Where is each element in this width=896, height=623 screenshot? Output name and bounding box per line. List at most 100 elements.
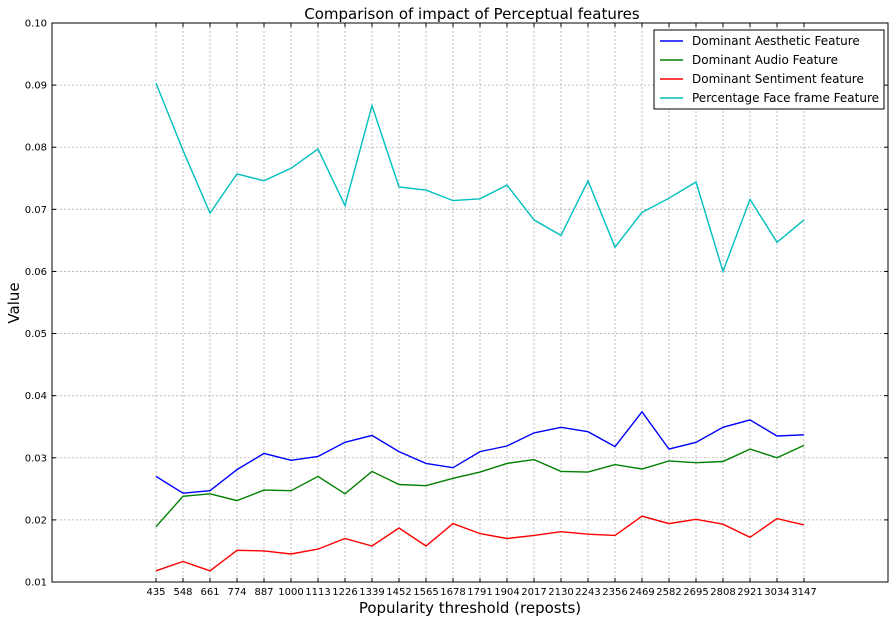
series-1-point: [803, 444, 805, 446]
series-2-point: [155, 570, 157, 572]
series-1-point: [425, 485, 427, 487]
series-2-point: [317, 548, 319, 550]
series-2-point: [641, 515, 643, 517]
series-2-point: [371, 545, 373, 547]
y-tick-label: 0.03: [25, 453, 47, 464]
series-2-point: [452, 522, 454, 524]
series-3-point: [209, 212, 211, 214]
series-1-point: [668, 460, 670, 462]
legend-label-0: Dominant Aesthetic Feature: [692, 34, 860, 48]
series-1-point: [479, 471, 481, 473]
series-0-point: [722, 426, 724, 428]
y-tick-label: 0.01: [25, 578, 47, 589]
series-0-point: [587, 431, 589, 433]
x-tick-label: 1678: [440, 587, 465, 598]
series-1-point: [209, 493, 211, 495]
series-2-point: [425, 545, 427, 547]
series-2-point: [290, 553, 292, 555]
series-0-point: [506, 445, 508, 447]
series-line-0: [155, 410, 805, 494]
x-tick-label: 887: [254, 587, 273, 598]
x-tick-label: 2017: [521, 587, 546, 598]
series-3-point: [695, 181, 697, 183]
series-1-point: [398, 483, 400, 485]
x-tick-label: 1226: [332, 587, 357, 598]
series-0-point: [155, 475, 157, 477]
x-tick-label: 2921: [737, 587, 762, 598]
series-2-point: [560, 531, 562, 533]
x-tick-label: 548: [173, 587, 192, 598]
series-layer: [155, 82, 805, 572]
series-2-point: [344, 537, 346, 539]
y-tick-label: 0.06: [25, 267, 47, 278]
plot-area-frame: [51, 22, 889, 583]
x-axis-label: Popularity threshold (reposts): [359, 599, 581, 617]
series-1-point: [452, 477, 454, 479]
series-1-point: [722, 460, 724, 462]
series-3-point: [803, 219, 805, 221]
y-tick-label: 0.02: [25, 515, 47, 526]
series-3-point: [155, 82, 157, 84]
series-2-point: [533, 534, 535, 536]
series-2-point: [236, 549, 238, 551]
series-2-point: [506, 537, 508, 539]
series-3-point: [479, 198, 481, 200]
series-2-point: [398, 527, 400, 529]
series-0-point: [209, 490, 211, 492]
x-tick-label: 1904: [494, 587, 519, 598]
y-tick-label: 0.09: [25, 81, 47, 92]
y-axis-label: Value: [5, 282, 23, 323]
series-1-point: [533, 458, 535, 460]
chart-title: Comparison of impact of Perceptual featu…: [304, 5, 640, 23]
series-3-point: [425, 189, 427, 191]
x-tick-label: 2808: [710, 587, 735, 598]
series-3-point: [182, 149, 184, 151]
series-2-point: [182, 560, 184, 562]
series-3-point: [344, 204, 346, 206]
legend-label-1: Dominant Audio Feature: [692, 53, 838, 67]
series-1-point: [263, 489, 265, 491]
series-1-point: [776, 457, 778, 459]
series-0-point: [398, 450, 400, 452]
legend-box: [653, 29, 885, 110]
x-tick-label: 2130: [548, 587, 573, 598]
y-tick-label: 0.04: [25, 391, 47, 402]
series-3-point: [533, 219, 535, 221]
series-2-point: [479, 532, 481, 534]
x-tick-label: 2356: [602, 587, 627, 598]
series-line-1: [155, 444, 805, 528]
series-2-point: [668, 522, 670, 524]
series-2-point: [695, 518, 697, 520]
series-1-point: [155, 526, 157, 528]
series-1-point: [587, 471, 589, 473]
series-3-point: [614, 246, 616, 248]
series-1-point: [317, 475, 319, 477]
series-1-point: [560, 470, 562, 472]
series-3-point: [749, 198, 751, 200]
y-tick-label: 0.08: [25, 143, 47, 154]
series-3-point: [641, 211, 643, 213]
series-3-point: [317, 148, 319, 150]
series-1-point: [344, 493, 346, 495]
tick-layer: 0.01 0.02 0.03 0.04 0.05 0.06 0.07 0.08 0.09 0.10…: [25, 19, 888, 598]
series-2-point: [263, 550, 265, 552]
x-tick-label: 2243: [575, 587, 600, 598]
series-0-point: [344, 441, 346, 443]
legend-label-2: Dominant Sentiment feature: [692, 72, 864, 86]
series-0-point: [263, 452, 265, 454]
x-tick-label: 3147: [791, 587, 816, 598]
series-3-point: [236, 173, 238, 175]
series-2-point: [722, 523, 724, 525]
series-0-point: [803, 434, 805, 436]
y-tick-label: 0.07: [25, 205, 47, 216]
x-tick-label: 2695: [683, 587, 708, 598]
legend: Dominant Aesthetic Feature Dominant Audio…: [653, 29, 885, 110]
x-tick-label: 774: [227, 587, 246, 598]
series-1-point: [236, 499, 238, 501]
series-1-point: [695, 462, 697, 464]
series-0-point: [776, 435, 778, 437]
series-0-point: [641, 411, 643, 413]
x-tick-label: 2469: [629, 587, 654, 598]
series-0-point: [749, 419, 751, 421]
